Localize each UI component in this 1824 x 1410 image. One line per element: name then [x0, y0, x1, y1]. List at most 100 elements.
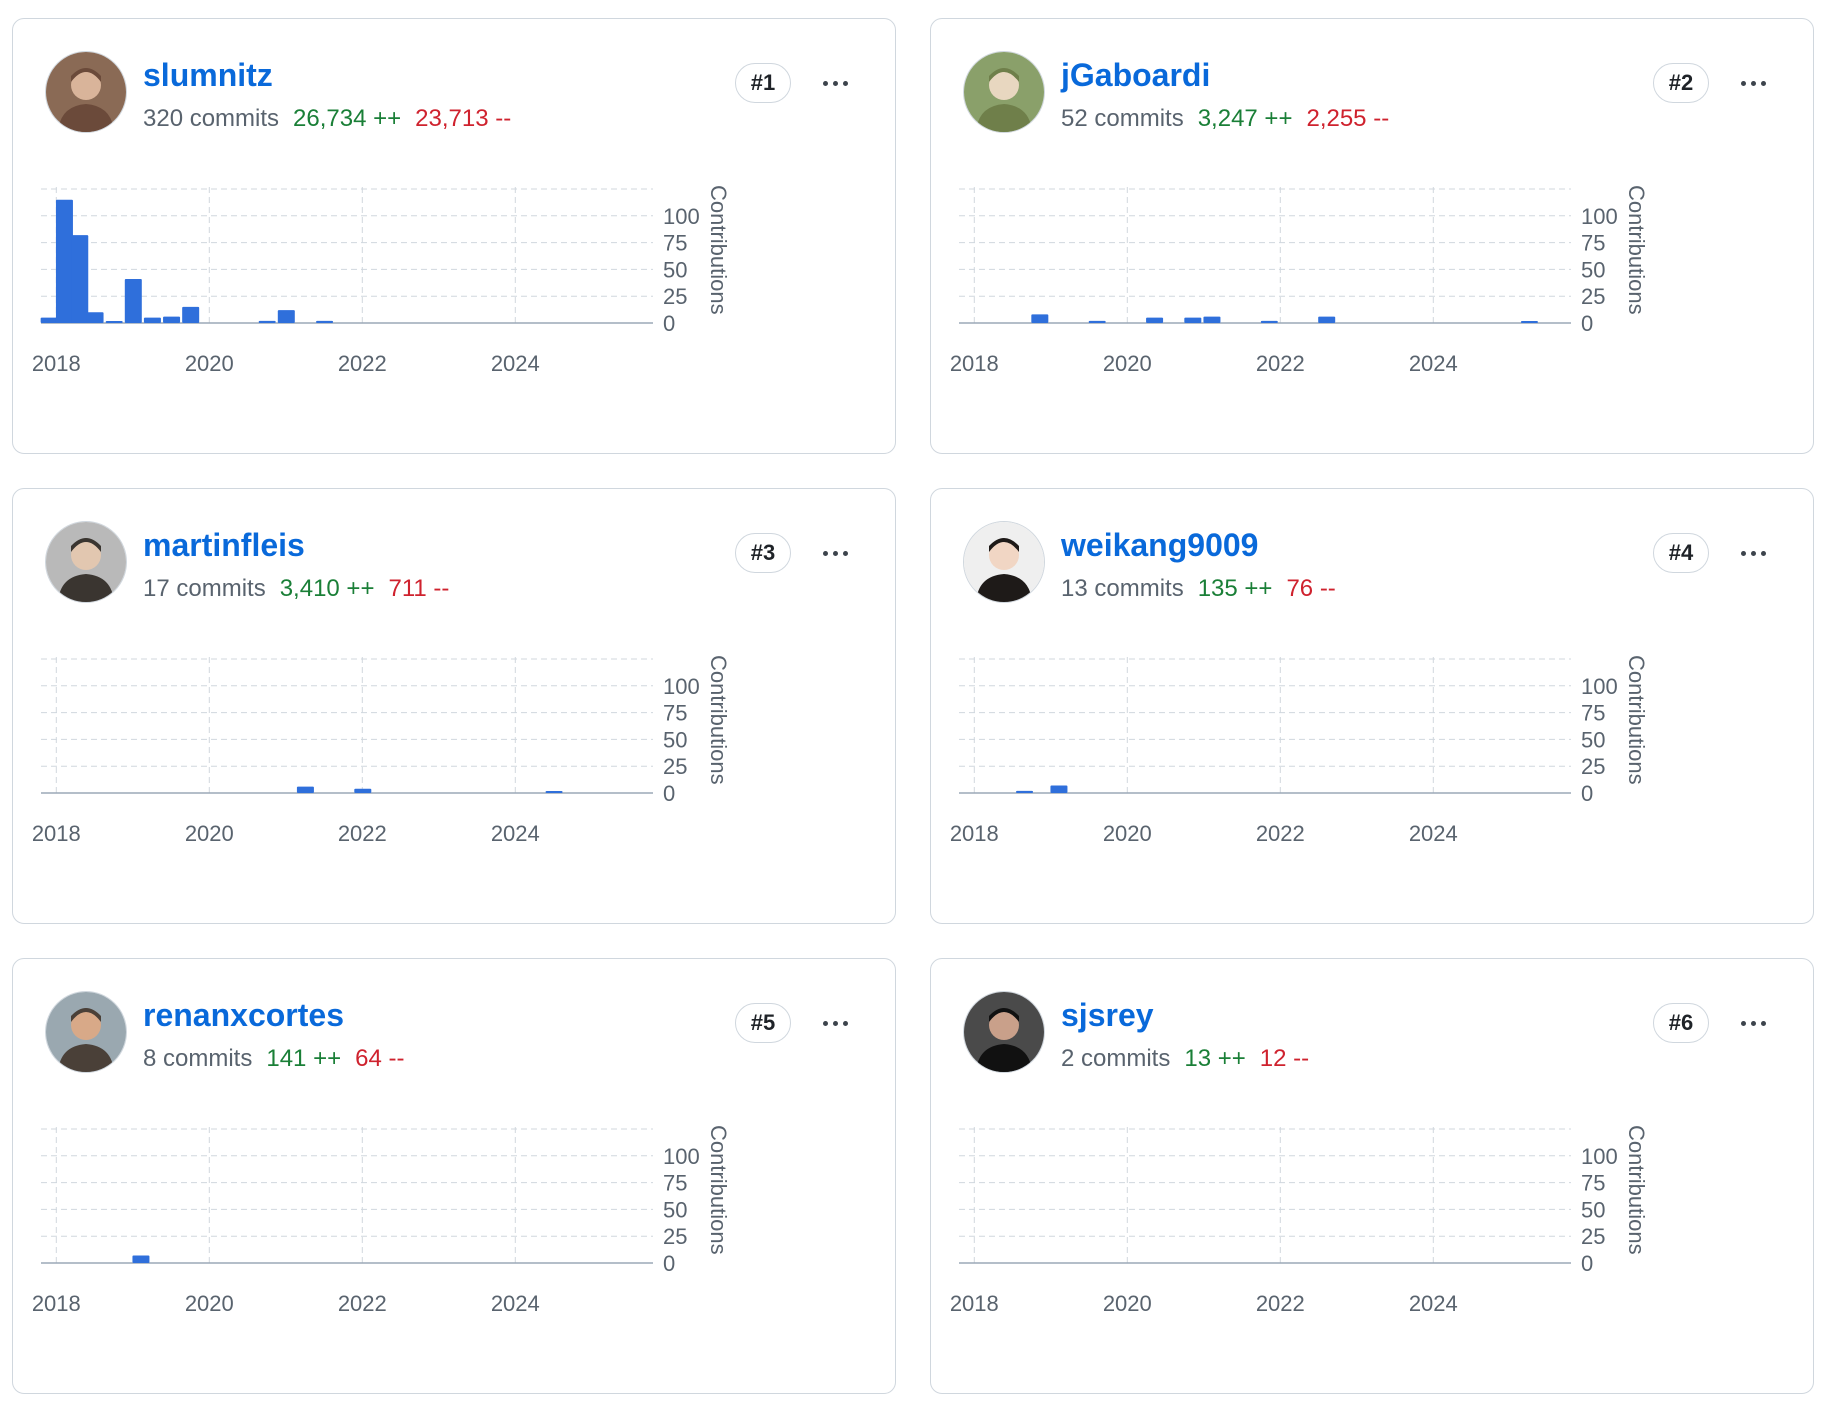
contribution-bar[interactable] [1146, 317, 1164, 323]
x-tick-label: 2018 [32, 821, 81, 846]
contributor-username-link[interactable]: weikang9009 [1061, 527, 1259, 563]
x-tick-label: 2022 [338, 351, 387, 376]
contribution-bar[interactable] [105, 321, 123, 323]
contribution-bar[interactable] [1088, 320, 1106, 323]
x-tick-label: 2018 [950, 821, 999, 846]
menu-dot [832, 1020, 838, 1026]
commit-count[interactable]: 320 commits [143, 105, 280, 132]
contributor-username-link[interactable]: slumnitz [143, 57, 273, 93]
commit-count[interactable]: 13 commits [1061, 575, 1184, 602]
x-tick-label: 2020 [185, 1291, 234, 1316]
x-tick-label: 2024 [1409, 821, 1458, 846]
menu-dot [1750, 1020, 1756, 1026]
y-axis-label: Contributions [1624, 1125, 1649, 1255]
y-tick-label: 25 [1581, 754, 1605, 779]
menu-dot [832, 80, 838, 86]
x-tick-label: 2022 [1256, 821, 1305, 846]
rank-badge: #2 [1653, 63, 1709, 103]
more-options-icon[interactable] [813, 1003, 857, 1043]
commit-count[interactable]: 8 commits [143, 1045, 253, 1072]
contribution-bar[interactable] [132, 1255, 150, 1263]
contribution-bar[interactable] [1203, 316, 1221, 323]
contribution-bar[interactable] [124, 279, 142, 323]
contributor-stats: 2 commits 13 ++ 12 -- [1061, 1043, 1323, 1075]
contribution-bar[interactable] [55, 199, 73, 323]
contribution-bar[interactable] [182, 306, 200, 323]
avatar-photo-icon[interactable] [963, 51, 1045, 133]
contributor-stats: 17 commits 3,410 ++ 711 -- [143, 573, 463, 605]
contributor-username-link[interactable]: martinfleis [143, 527, 305, 563]
contributor-stats: 52 commits 3,247 ++ 2,255 -- [1061, 103, 1403, 135]
y-axis-label: Contributions [706, 1125, 731, 1255]
contribution-bar[interactable] [545, 791, 563, 793]
contributor-stats: 8 commits 141 ++ 64 -- [143, 1043, 418, 1075]
contribution-bar[interactable] [1031, 314, 1049, 323]
x-tick-label: 2024 [491, 1291, 540, 1316]
avatar-photo-icon[interactable] [45, 991, 127, 1073]
contributor-username-link[interactable]: jGaboardi [1061, 57, 1211, 93]
contribution-bar[interactable] [277, 310, 295, 323]
contribution-bar[interactable] [258, 320, 276, 323]
commit-count[interactable]: 52 commits [1061, 105, 1184, 132]
contribution-bar[interactable] [143, 317, 161, 323]
y-tick-label: 0 [1581, 1251, 1593, 1276]
x-tick-label: 2020 [1103, 1291, 1152, 1316]
more-options-icon[interactable] [1731, 63, 1775, 103]
rank-badge: #6 [1653, 1003, 1709, 1043]
contribution-bar[interactable] [71, 235, 89, 323]
contribution-bar[interactable] [1318, 316, 1336, 323]
commit-count[interactable]: 2 commits [1061, 1045, 1171, 1072]
contributor-stats: 13 commits 135 ++ 76 -- [1061, 573, 1350, 605]
contributor-username-link[interactable]: sjsrey [1061, 997, 1154, 1033]
rank-badge: #3 [735, 533, 791, 573]
menu-dot [842, 80, 848, 86]
additions-count: 3,410 ++ [279, 575, 375, 602]
more-options-icon[interactable] [1731, 533, 1775, 573]
y-tick-label: 75 [663, 701, 687, 726]
contributor-username-link[interactable]: renanxcortes [143, 997, 344, 1033]
contribution-bar[interactable] [1016, 790, 1034, 793]
more-options-icon[interactable] [1731, 1003, 1775, 1043]
contribution-bar[interactable] [40, 317, 58, 323]
contributor-card: weikang9009 13 commits 135 ++ 76 -- #4 0 25 50 7… [930, 488, 1814, 924]
more-options-icon[interactable] [813, 533, 857, 573]
y-tick-label: 0 [663, 311, 675, 336]
deletions-count: 12 -- [1259, 1045, 1310, 1072]
avatar-photo-icon[interactable] [45, 51, 127, 133]
contribution-bar[interactable] [316, 320, 334, 323]
y-axis-label: Contributions [1624, 655, 1649, 785]
y-tick-label: 25 [1581, 1224, 1605, 1249]
deletions-count: 64 -- [355, 1045, 405, 1072]
y-tick-label: 50 [1581, 1197, 1605, 1222]
y-tick-label: 25 [663, 284, 687, 309]
menu-dot [1750, 80, 1756, 86]
contribution-bar[interactable] [86, 312, 104, 323]
contribution-bar[interactable] [1050, 785, 1068, 793]
menu-dot [842, 1020, 848, 1026]
contribution-bar[interactable] [354, 788, 372, 793]
x-tick-label: 2022 [338, 821, 387, 846]
menu-dot [822, 80, 828, 86]
contribution-bar[interactable] [1520, 321, 1538, 323]
y-tick-label: 100 [1581, 674, 1618, 699]
contribution-bar[interactable] [296, 786, 314, 793]
y-tick-label: 50 [663, 727, 687, 752]
commit-count[interactable]: 17 commits [143, 575, 266, 602]
y-tick-label: 100 [1581, 204, 1618, 229]
menu-dot [832, 550, 838, 556]
avatar-photo-icon[interactable] [963, 521, 1045, 603]
contribution-bar[interactable] [1184, 317, 1202, 323]
contribution-bar[interactable] [163, 316, 181, 323]
contribution-bar[interactable] [1260, 320, 1278, 323]
x-tick-label: 2024 [491, 351, 540, 376]
avatar-photo-icon[interactable] [963, 991, 1045, 1073]
menu-dot [1760, 1020, 1766, 1026]
x-tick-label: 2018 [950, 1291, 999, 1316]
y-axis-label: Contributions [1624, 185, 1649, 315]
avatar-photo-icon[interactable] [45, 521, 127, 603]
contributor-card: renanxcortes 8 commits 141 ++ 64 -- #5 0 25 50 7… [12, 958, 896, 1394]
more-options-icon[interactable] [813, 63, 857, 103]
